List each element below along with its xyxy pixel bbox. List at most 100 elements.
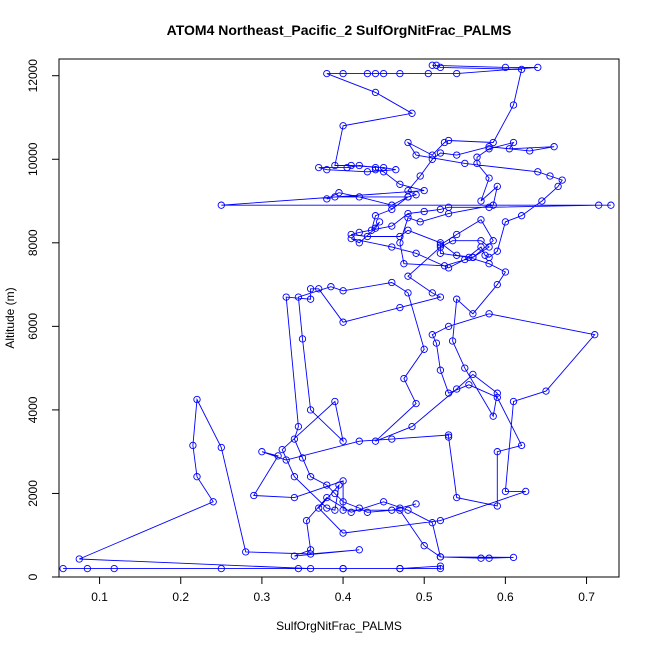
data-point xyxy=(436,63,445,72)
data-point xyxy=(481,251,489,259)
data-point xyxy=(306,546,315,554)
data-point xyxy=(339,318,347,326)
data-point xyxy=(428,155,436,163)
data-point xyxy=(420,207,428,216)
data-point xyxy=(355,228,363,237)
x-tick-label: 0.7 xyxy=(578,590,595,604)
data-point xyxy=(242,548,250,556)
data-point xyxy=(404,209,412,218)
data-point xyxy=(335,189,343,197)
data-point xyxy=(432,61,441,69)
data-point xyxy=(83,564,92,573)
data-point xyxy=(436,239,445,247)
data-point xyxy=(371,163,380,172)
data-point xyxy=(339,529,347,537)
data-point xyxy=(453,151,461,159)
data-point xyxy=(331,506,339,514)
data-point xyxy=(404,506,412,514)
data-point xyxy=(331,397,339,406)
data-point xyxy=(110,564,118,573)
data-point xyxy=(436,243,445,251)
x-tick-label: 0.1 xyxy=(91,590,108,604)
data-point xyxy=(282,293,290,301)
data-point xyxy=(306,285,315,293)
data-point xyxy=(420,186,428,195)
x-tick-label: 0.3 xyxy=(254,590,271,604)
data-point xyxy=(278,445,286,454)
y-tick-label: 10000 xyxy=(26,142,40,176)
data-point xyxy=(396,506,404,514)
data-point xyxy=(461,255,469,264)
x-axis: 0.1 0.2 0.3 0.4 0.5 0.6 0.7 xyxy=(91,576,595,604)
data-point xyxy=(408,109,416,117)
chart-title: ATOM4 Northeast_Pacific_2 SulfOrgNitFrac… xyxy=(167,22,512,38)
data-point xyxy=(294,564,303,573)
data-point xyxy=(294,293,303,301)
data-point xyxy=(485,243,493,251)
x-tick-label: 0.6 xyxy=(497,590,514,604)
data-point xyxy=(428,519,436,527)
data-point xyxy=(509,553,518,562)
data-point xyxy=(323,481,331,489)
data-point xyxy=(315,504,323,512)
data-point xyxy=(367,226,376,234)
data-point xyxy=(347,508,355,516)
data-point xyxy=(522,487,530,496)
data-point xyxy=(331,193,339,201)
data-point xyxy=(371,224,380,232)
data-point xyxy=(444,389,453,397)
data-point xyxy=(465,381,473,389)
data-point xyxy=(493,280,501,289)
data-point xyxy=(453,69,461,78)
data-point xyxy=(298,335,307,343)
data-point xyxy=(258,448,266,456)
data-point xyxy=(306,550,315,558)
data-point xyxy=(379,163,388,172)
data-point xyxy=(412,399,420,408)
data-point xyxy=(400,374,408,383)
data-point xyxy=(412,191,420,199)
data-point xyxy=(416,218,424,226)
data-point xyxy=(404,138,412,147)
data-point xyxy=(428,289,436,297)
data-point xyxy=(436,553,445,561)
data-point xyxy=(444,264,453,272)
data-point xyxy=(327,283,335,291)
data-point xyxy=(493,182,501,191)
data-point xyxy=(444,433,453,441)
data-point xyxy=(75,555,83,563)
data-point xyxy=(388,243,396,251)
data-point xyxy=(404,272,412,280)
data-point xyxy=(217,564,225,573)
data-point xyxy=(404,193,412,201)
data-point xyxy=(315,285,323,293)
data-point xyxy=(436,516,445,525)
y-tick-label: 12000 xyxy=(26,59,40,93)
data-point xyxy=(323,195,331,203)
data-point xyxy=(343,163,351,172)
data-point xyxy=(217,443,225,452)
data-point xyxy=(396,69,404,78)
data-point xyxy=(485,253,493,262)
data-point xyxy=(493,247,501,255)
data-point xyxy=(485,203,493,211)
data-point xyxy=(347,234,355,243)
data-point xyxy=(335,481,343,489)
data-point xyxy=(371,437,380,445)
data-point xyxy=(436,241,445,249)
data-point xyxy=(453,230,461,239)
data-point xyxy=(501,218,510,226)
data-point xyxy=(485,145,493,153)
data-point xyxy=(388,278,396,287)
data-point xyxy=(477,554,485,562)
data-point xyxy=(412,500,420,508)
x-tick-label: 0.5 xyxy=(416,590,433,604)
data-point xyxy=(440,138,449,147)
data-point xyxy=(306,406,315,414)
data-point xyxy=(217,201,225,209)
data-point xyxy=(290,552,299,560)
data-point xyxy=(440,262,449,270)
data-point xyxy=(436,205,445,214)
data-point xyxy=(339,506,347,514)
data-point xyxy=(607,201,615,209)
